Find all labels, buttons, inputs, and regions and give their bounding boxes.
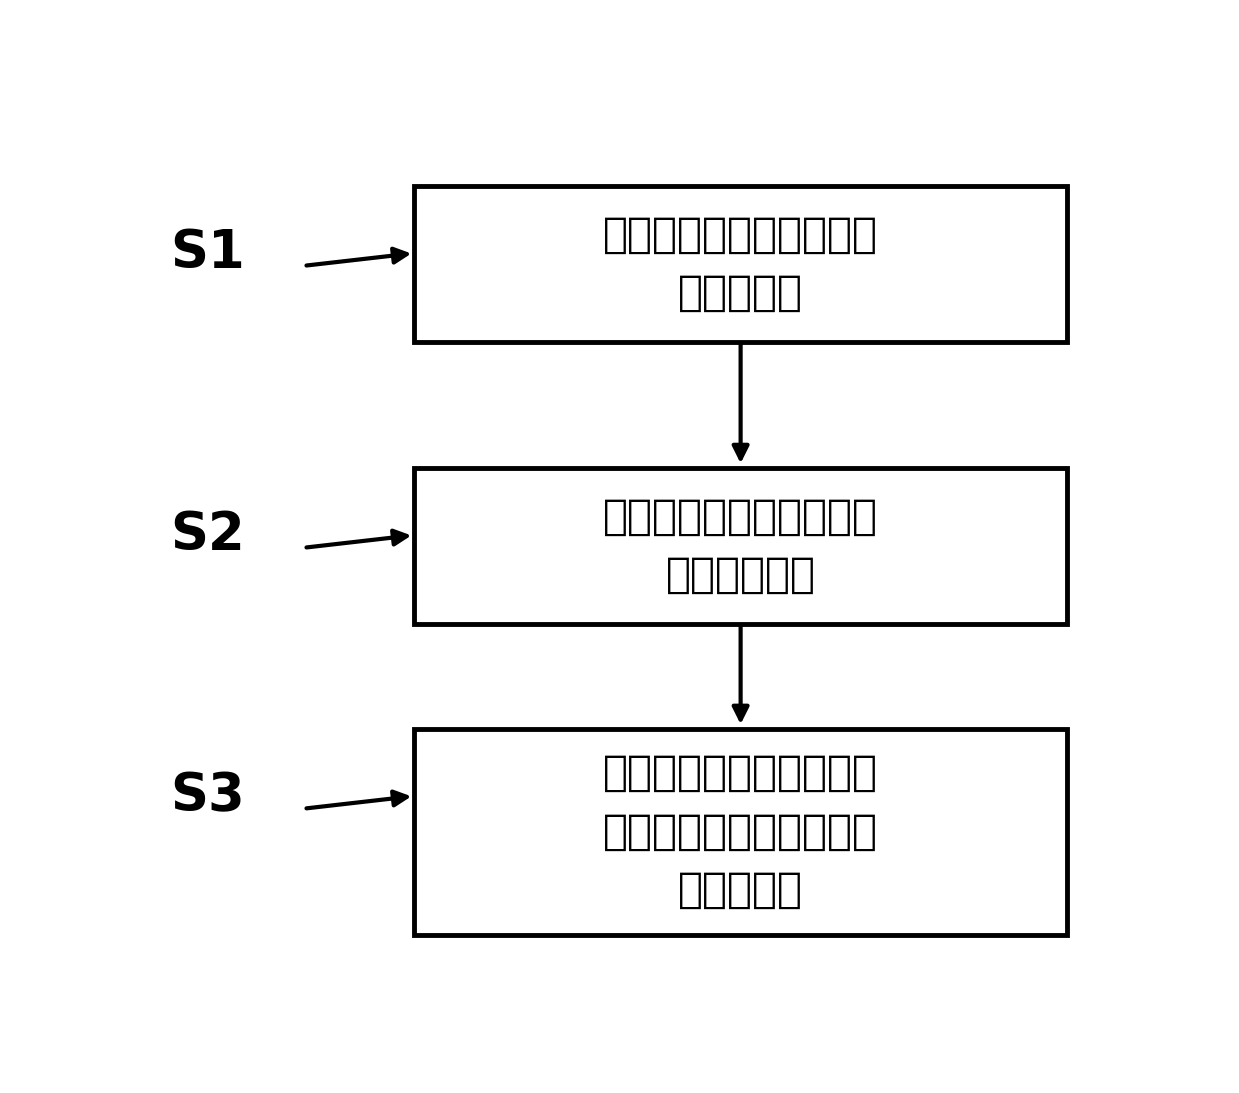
Bar	[414, 468, 1067, 623]
Text: S2: S2	[170, 509, 245, 561]
Text: 根据所述目标的位置确定
所述目标相对于所述磁信
标的姿态角: 根据所述目标的位置确定 所述目标相对于所述磁信 标的姿态角	[603, 752, 878, 912]
Text: 根据所述特征矢量确定所
述目标的位置: 根据所述特征矢量确定所 述目标的位置	[603, 495, 878, 596]
Text: S3: S3	[170, 771, 245, 822]
Text: 获取多个磁信标在目标处
的特征矢量: 获取多个磁信标在目标处 的特征矢量	[603, 213, 878, 314]
Bar	[414, 729, 1067, 935]
Bar	[414, 186, 1067, 341]
Text: S1: S1	[170, 227, 245, 279]
